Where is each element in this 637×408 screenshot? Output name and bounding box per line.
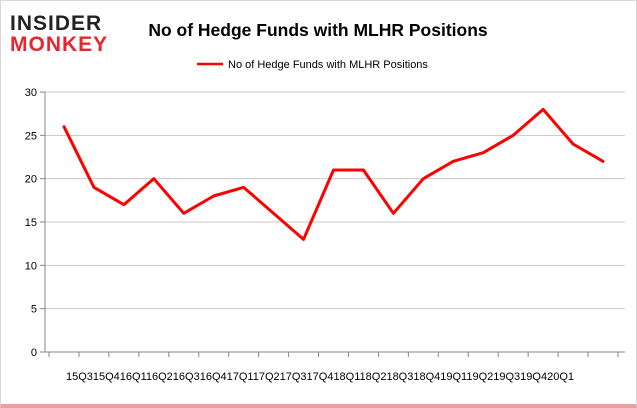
data-point-19Q4 (572, 143, 574, 145)
y-tick-label: 25 (25, 130, 37, 142)
data-point-19Q3 (542, 108, 544, 110)
insider-monkey-logo: INSIDER MONKEY (10, 12, 108, 56)
data-point-18Q3 (422, 178, 424, 180)
logo-line-monkey: MONKEY (10, 33, 108, 56)
data-point-18Q2 (392, 212, 394, 214)
data-point-18Q1 (362, 169, 364, 171)
data-point-16Q1 (123, 204, 125, 206)
legend-label: No of Hedge Funds with MLHR Positions (228, 59, 428, 71)
data-point-20Q1 (602, 160, 604, 162)
data-point-17Q3 (303, 238, 305, 240)
y-tick-label: 5 (31, 304, 37, 316)
series-group (62, 107, 605, 241)
data-point-16Q2 (153, 178, 155, 180)
data-point-17Q2 (273, 212, 275, 214)
data-point-18Q4 (452, 160, 454, 162)
y-tick-label: 30 (25, 87, 37, 99)
y-axis-ticks: 0 5 10 15 20 25 30 (25, 87, 45, 359)
axes (44, 92, 625, 357)
data-point-17Q4 (333, 169, 334, 171)
logo-line-insider: INSIDER (10, 12, 102, 35)
grid-lines (45, 91, 625, 310)
series-line-0 (62, 107, 605, 241)
y-tick-label: 0 (31, 347, 37, 359)
x-axis-tick-labels: 15Q315Q416Q116Q216Q316Q417Q117Q217Q317Q4… (66, 371, 574, 383)
data-point-19Q2 (512, 134, 514, 136)
y-tick-label: 10 (25, 260, 37, 272)
data-point-15Q4 (93, 186, 95, 188)
data-point-16Q3 (183, 212, 185, 214)
chart-title: No of Hedge Funds with MLHR Positions (148, 20, 488, 40)
data-point-15Q3 (63, 126, 65, 128)
legend: No of Hedge Funds with MLHR Positions (197, 59, 428, 71)
y-tick-label: 15 (25, 217, 37, 229)
data-point-16Q4 (213, 195, 215, 197)
data-point-17Q1 (243, 186, 245, 188)
y-tick-label: 20 (25, 174, 37, 186)
data-point-19Q1 (482, 152, 484, 154)
